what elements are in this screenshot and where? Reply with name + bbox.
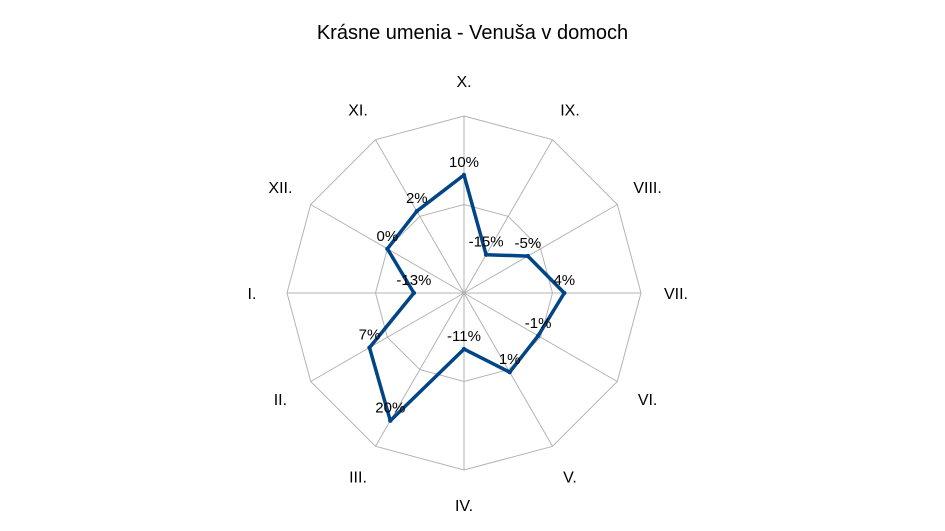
category-label: VIII. — [633, 180, 661, 197]
data-label: 10% — [449, 154, 479, 171]
data-label: 0% — [377, 228, 399, 245]
data-label: 7% — [359, 327, 381, 344]
data-label: -15% — [469, 234, 504, 251]
data-point — [507, 370, 512, 375]
grid-spoke-9 — [310, 292, 465, 382]
grid-spoke-12 — [375, 139, 465, 294]
data-point — [385, 246, 390, 251]
category-label: XI. — [348, 102, 368, 119]
category-label: I. — [248, 286, 257, 303]
data-point — [461, 346, 467, 352]
category-label: V. — [563, 470, 577, 487]
category-labels: X. IX. VIII. VII. VI. V. IV. III. II. I. XII. XI. — [248, 74, 688, 515]
data-point — [414, 209, 419, 214]
chart-title: Krásne umenia - Venuša v domoch — [316, 22, 629, 44]
grid-spoke-3 — [463, 204, 618, 294]
data-label: -1% — [525, 315, 552, 332]
category-label: VII. — [664, 286, 688, 303]
data-point — [525, 253, 531, 259]
grid-spoke-2 — [463, 139, 553, 294]
value-labels: 10% -15% -5% 4% -1% 1% -11% 20% 7% -13% 0% 2% — [359, 154, 575, 417]
series-layer — [367, 172, 567, 423]
grid-spoke-5 — [463, 292, 618, 382]
data-label: 4% — [553, 272, 575, 289]
category-label: IX. — [560, 102, 580, 119]
data-label: -13% — [396, 272, 431, 289]
category-label: II. — [274, 392, 287, 409]
grid-spoke-8 — [375, 292, 465, 447]
category-label: IV. — [455, 498, 473, 515]
data-label: -5% — [515, 235, 542, 252]
category-label: X. — [456, 74, 471, 91]
category-label: VI. — [638, 392, 658, 409]
data-label: 2% — [406, 190, 428, 207]
data-point — [483, 252, 489, 257]
category-label: XII. — [268, 180, 292, 197]
category-label: III. — [349, 470, 367, 487]
data-point — [388, 418, 393, 423]
data-label: -11% — [447, 328, 481, 345]
data-point — [461, 172, 467, 178]
data-point — [535, 333, 541, 338]
data-label: 20% — [375, 400, 405, 417]
data-point — [411, 290, 417, 296]
data-label: 1% — [499, 351, 521, 368]
radar-grid — [286, 115, 642, 471]
data-point — [367, 345, 372, 350]
data-point — [562, 290, 567, 296]
